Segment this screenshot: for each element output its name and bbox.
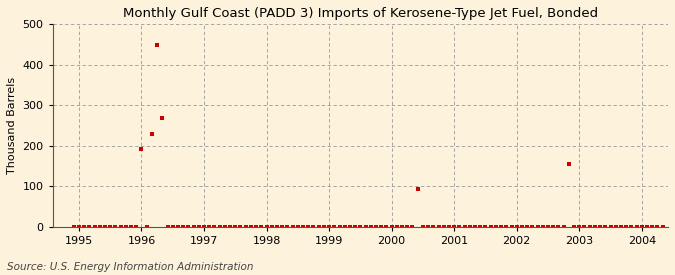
Text: Source: U.S. Energy Information Administration: Source: U.S. Energy Information Administ… [7, 262, 253, 272]
Title: Monthly Gulf Coast (PADD 3) Imports of Kerosene-Type Jet Fuel, Bonded: Monthly Gulf Coast (PADD 3) Imports of K… [123, 7, 598, 20]
Y-axis label: Thousand Barrels: Thousand Barrels [7, 77, 17, 174]
